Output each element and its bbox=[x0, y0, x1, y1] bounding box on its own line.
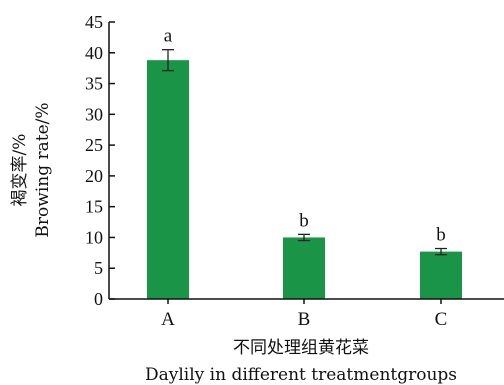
x-category-label-A: A bbox=[161, 309, 175, 330]
y-tick-label: 25 bbox=[85, 135, 103, 155]
bar-C bbox=[420, 251, 462, 299]
x-category-labels: A B C bbox=[161, 309, 447, 330]
x-axis-title-cn: 不同处理组黄花菜 bbox=[233, 338, 369, 358]
error-bar-C bbox=[435, 247, 447, 256]
bar-A bbox=[147, 60, 189, 299]
error-bars-group bbox=[162, 49, 447, 256]
error-bar-B bbox=[298, 233, 310, 242]
x-axis-title-en: Daylily in different treatmentgroups bbox=[145, 365, 457, 385]
y-tick-label: 20 bbox=[85, 166, 103, 186]
y-tick-label: 5 bbox=[94, 258, 103, 278]
bars-group bbox=[147, 60, 462, 299]
significance-letter-B: b bbox=[299, 210, 309, 231]
y-tick-label: 0 bbox=[94, 289, 103, 309]
x-axis-ticks bbox=[167, 299, 442, 304]
y-axis-ticks: 0 5 10 15 20 25 30 35 40 45 bbox=[85, 12, 115, 309]
y-tick-label: 45 bbox=[85, 12, 103, 32]
y-tick-label: 30 bbox=[85, 104, 103, 124]
y-tick-label: 40 bbox=[85, 43, 103, 63]
x-category-label-B: B bbox=[298, 309, 311, 330]
y-axis-title-cn: 褐变率/% bbox=[10, 134, 30, 207]
error-bar-A bbox=[162, 49, 174, 72]
y-tick-label: 10 bbox=[85, 227, 103, 247]
y-tick-label: 35 bbox=[85, 74, 103, 94]
y-tick-label: 15 bbox=[85, 197, 103, 217]
x-category-label-C: C bbox=[435, 309, 448, 330]
significance-letter-A: a bbox=[164, 26, 173, 47]
significance-letters: a b b bbox=[164, 26, 446, 246]
y-axis-title-en: Browing rate/% bbox=[33, 102, 53, 237]
bar-B bbox=[283, 237, 325, 299]
significance-letter-C: b bbox=[436, 225, 446, 246]
